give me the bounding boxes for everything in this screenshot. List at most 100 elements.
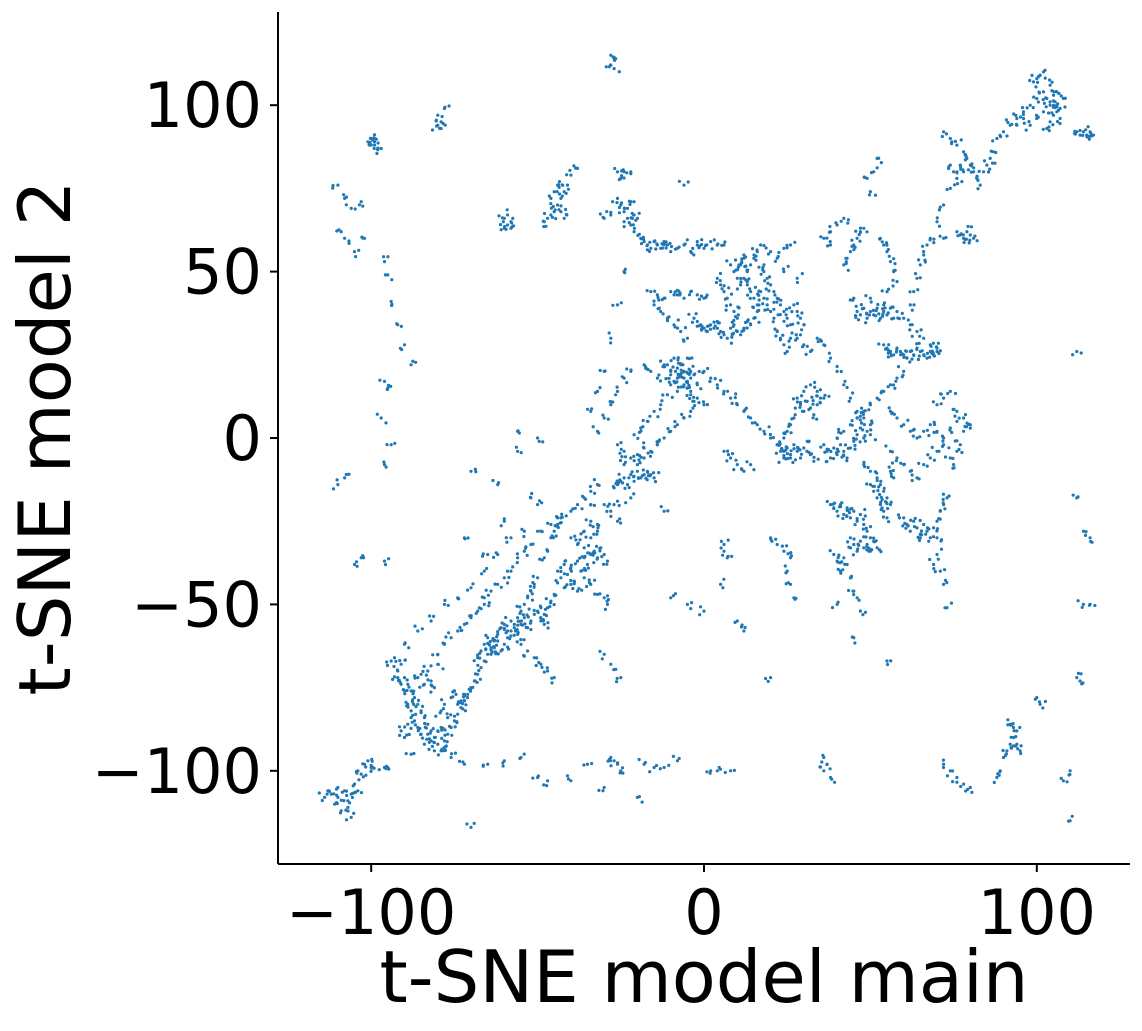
scatter-point: [910, 478, 914, 483]
scatter-point: [847, 399, 851, 403]
scatter-point: [697, 297, 702, 301]
scatter-point: [704, 295, 708, 299]
scatter-point: [712, 238, 716, 242]
scatter-point: [832, 506, 836, 510]
y-tick-label: −100: [92, 735, 262, 808]
scatter-point: [757, 298, 761, 302]
scatter-point: [569, 536, 573, 540]
scatter-point: [440, 114, 444, 119]
scatter-point: [740, 468, 744, 472]
scatter-point: [689, 607, 693, 611]
scatter-point: [852, 439, 856, 443]
scatter-point: [744, 264, 748, 268]
scatter-point: [828, 767, 832, 771]
scatter-point: [489, 646, 493, 650]
scatter-point: [855, 416, 859, 420]
scatter-point: [609, 764, 613, 768]
scatter-point: [555, 515, 559, 519]
scatter-point: [748, 287, 752, 291]
scatter-point: [1004, 118, 1009, 122]
scatter-point: [679, 362, 683, 366]
scatter-point: [349, 206, 353, 210]
scatter-point: [397, 725, 402, 729]
scatter-point: [618, 451, 622, 455]
scatter-point: [848, 516, 853, 520]
scatter-point: [717, 332, 721, 336]
scatter-point: [928, 557, 932, 562]
scatter-point: [755, 423, 759, 427]
scatter-point: [538, 604, 543, 608]
scatter-point: [910, 349, 914, 353]
scatter-point: [493, 650, 497, 654]
scatter-point: [709, 240, 713, 244]
scatter-point: [769, 676, 773, 680]
scatter-point: [969, 170, 973, 174]
scatter-point: [615, 499, 620, 503]
scatter-point: [701, 400, 706, 404]
scatter-point: [1056, 102, 1060, 106]
scatter-point: [938, 234, 942, 238]
scatter-point: [865, 230, 869, 234]
scatter-point: [496, 652, 500, 656]
scatter-point: [528, 621, 533, 625]
scatter-point: [796, 321, 800, 325]
scatter-point: [673, 420, 677, 424]
scatter-point: [1063, 105, 1067, 109]
scatter-point: [886, 385, 890, 389]
scatter-point: [931, 535, 936, 539]
scatter-point: [1047, 129, 1051, 133]
scatter-point: [863, 514, 867, 518]
scatter-point: [422, 664, 426, 669]
scatter-point: [635, 463, 640, 467]
scatter-point: [1051, 99, 1055, 103]
scatter-point: [927, 433, 931, 438]
scatter-point: [865, 482, 869, 486]
scatter-point: [508, 637, 512, 641]
scatter-point: [752, 296, 756, 300]
scatter-point: [772, 290, 776, 294]
scatter-point: [1089, 539, 1093, 544]
scatter-point: [758, 427, 762, 431]
scatter-point: [578, 538, 582, 542]
scatter-point: [757, 289, 761, 293]
scatter-point: [569, 578, 573, 583]
scatter-point: [953, 414, 957, 418]
scatter-point: [536, 503, 540, 507]
scatter-point: [950, 430, 954, 435]
scatter-point: [848, 536, 853, 540]
scatter-point: [863, 610, 868, 614]
scatter-point: [763, 432, 767, 436]
scatter-point: [361, 762, 365, 766]
scatter-point: [1075, 676, 1079, 680]
scatter-point: [852, 537, 856, 541]
scatter-point: [652, 765, 656, 770]
scatter-point: [379, 416, 383, 420]
scatter-point: [783, 351, 787, 355]
scatter-point: [440, 736, 444, 741]
scatter-point: [852, 509, 856, 513]
scatter-point: [589, 536, 593, 540]
scatter-point: [715, 326, 720, 330]
scatter-point: [744, 255, 748, 259]
scatter-point: [709, 769, 713, 773]
scatter-point: [773, 259, 778, 263]
scatter-point: [1080, 682, 1084, 686]
scatter-point: [845, 506, 849, 510]
scatter-point: [511, 565, 515, 569]
scatter-point: [1031, 106, 1035, 110]
scatter-point: [531, 776, 535, 780]
scatter-point: [469, 614, 473, 618]
scatter-point: [789, 449, 793, 453]
scatter-point: [1041, 98, 1045, 102]
scatter-point: [675, 366, 680, 370]
scatter-point: [854, 229, 858, 233]
scatter-point: [754, 258, 758, 262]
scatter-point: [722, 389, 726, 393]
scatter-point: [969, 164, 974, 168]
scatter-point: [878, 316, 883, 320]
scatter-point: [805, 344, 809, 348]
scatter-point: [955, 230, 959, 234]
scatter-point: [941, 758, 946, 762]
scatter-point: [952, 407, 956, 411]
scatter-point: [708, 379, 712, 384]
